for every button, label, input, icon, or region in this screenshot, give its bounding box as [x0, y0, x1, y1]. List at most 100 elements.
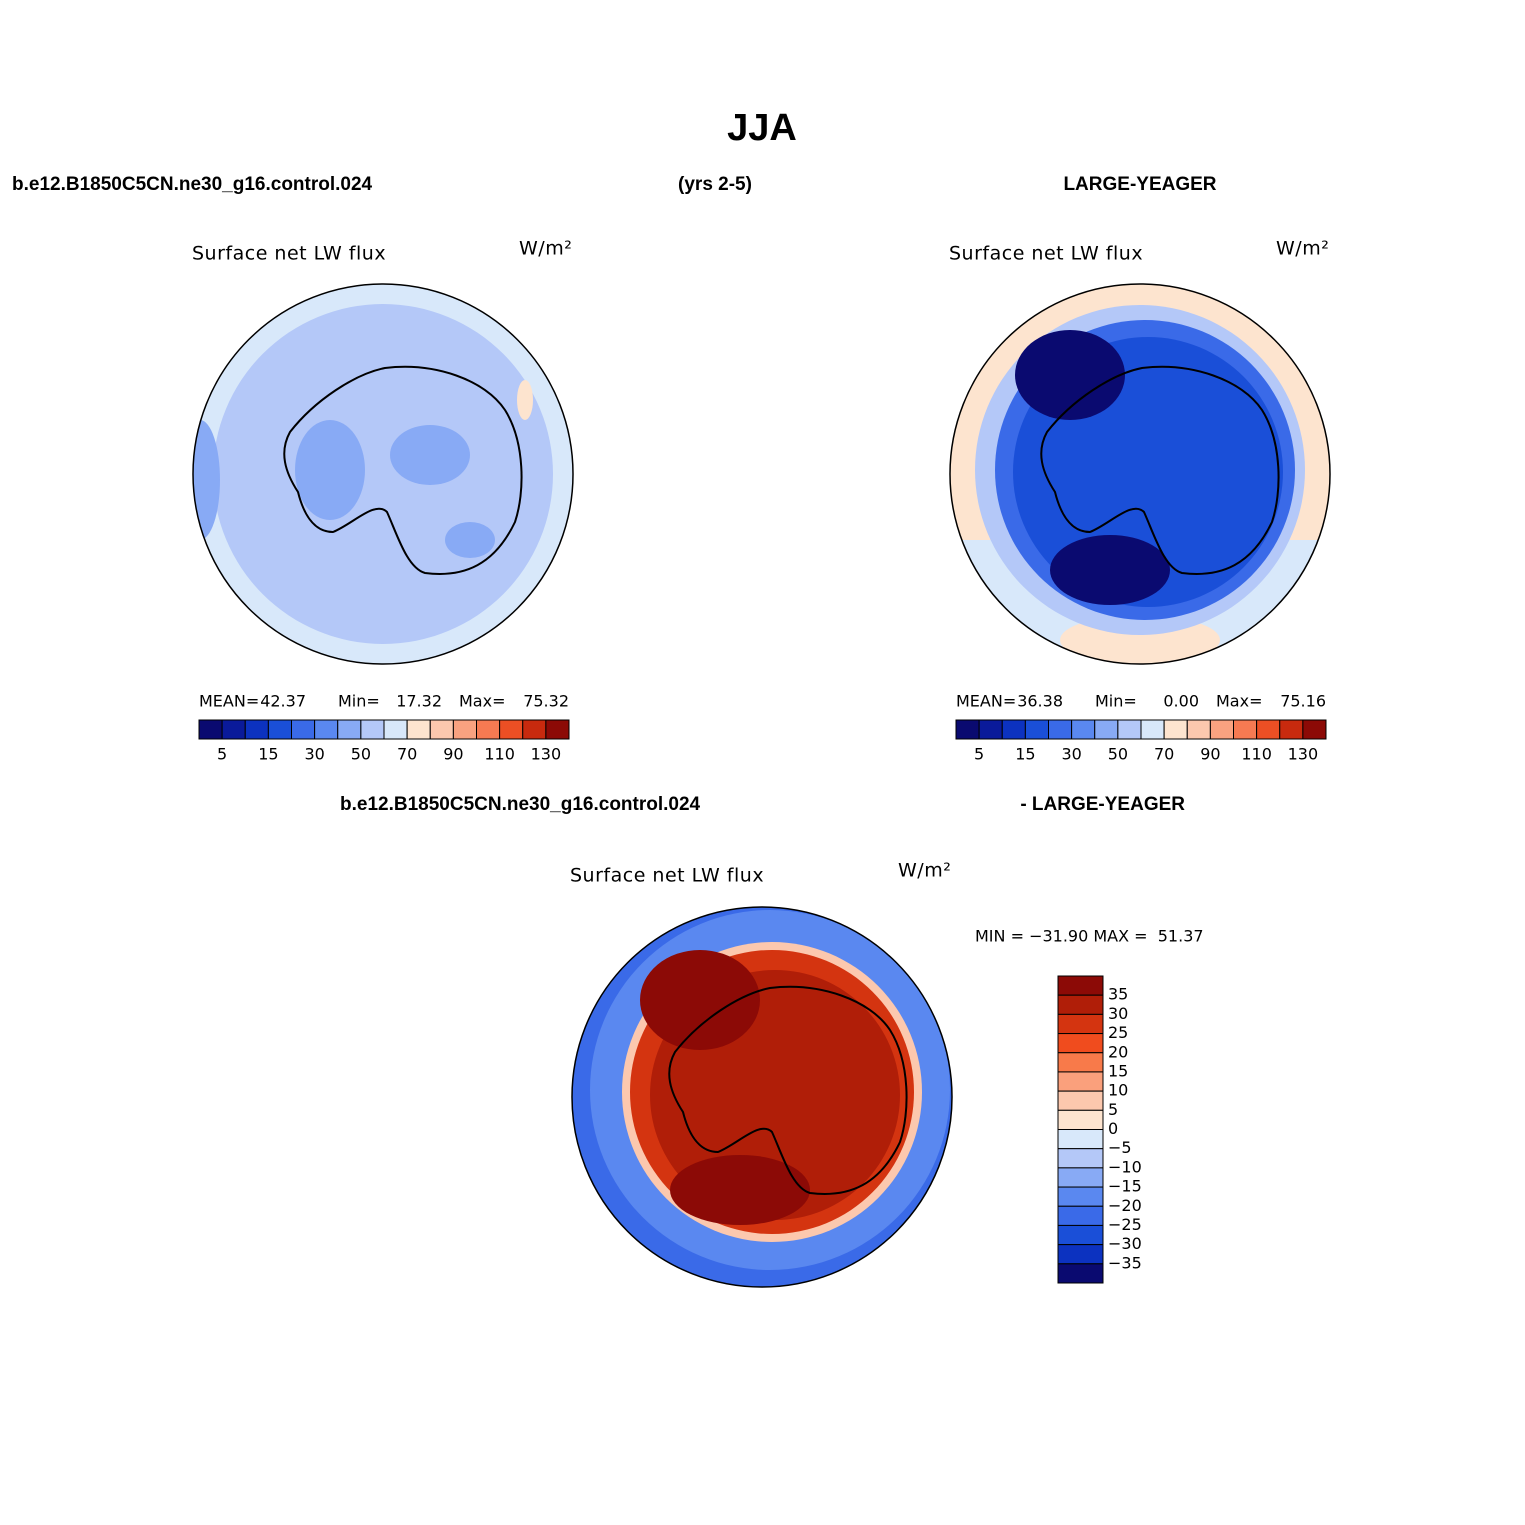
colorbar-box — [1279, 719, 1304, 740]
colorbar-label: 35 — [1108, 985, 1128, 1004]
colorbar-box — [1057, 1090, 1104, 1111]
colorbar-box — [291, 719, 316, 740]
colorbar-label: −5 — [1108, 1138, 1132, 1157]
stat-label: MEAN= — [956, 692, 1016, 711]
colorbar-box — [1140, 719, 1165, 740]
stat-label: Min= — [1095, 692, 1137, 711]
colorbar-box — [522, 719, 547, 740]
colorbar-label: 110 — [1241, 745, 1272, 764]
map-border — [949, 283, 1331, 665]
colorbar-box — [545, 719, 570, 740]
stat-value: 75.16 — [1280, 692, 1326, 711]
colorbar-box — [476, 719, 501, 740]
diff-units: W/m² — [898, 860, 951, 882]
colorbar-box — [1057, 1186, 1104, 1207]
colorbar-label: 15 — [1015, 745, 1035, 764]
colorbar-label: 50 — [1108, 745, 1128, 764]
stat-label: Max= — [459, 692, 505, 711]
diff-minmax: MIN = −31.90 MAX = 51.37 — [975, 927, 1204, 946]
colorbar-box — [499, 719, 524, 740]
colorbar-label: 25 — [1108, 1023, 1128, 1042]
colorbar-box — [1057, 1167, 1104, 1188]
colorbar-label: 70 — [397, 745, 417, 764]
colorbar-box — [244, 719, 269, 740]
colorbar-label: 90 — [1200, 745, 1220, 764]
colorbar-box — [1071, 719, 1096, 740]
colorbar-box — [978, 719, 1003, 740]
diff-left: b.e12.B1850C5CN.ne30_g16.control.024 — [340, 794, 701, 815]
colorbar-box — [337, 719, 362, 740]
colorbar-box — [1057, 994, 1104, 1015]
colorbar-label: 130 — [1288, 745, 1319, 764]
colorbar-box — [1117, 719, 1142, 740]
colorbar-label: 30 — [1108, 1004, 1128, 1023]
colorbar-box — [360, 719, 385, 740]
colorbar-box — [1057, 1224, 1104, 1246]
colorbar-box — [221, 719, 246, 740]
diff-title: Surface net LW flux — [570, 865, 764, 887]
colorbar-label: 110 — [484, 745, 515, 764]
colorbar-label: 30 — [1061, 745, 1081, 764]
panel-title: Surface net LW flux — [192, 243, 386, 265]
colorbar-box — [1057, 1033, 1104, 1054]
colorbar-label: −15 — [1108, 1177, 1142, 1196]
colorbar-box — [1001, 719, 1026, 740]
colorbar-box — [406, 719, 431, 740]
colorbar-label: −20 — [1108, 1196, 1142, 1215]
colorbar-label: 20 — [1108, 1042, 1128, 1061]
colorbar-box — [1048, 719, 1073, 740]
colorbar-box — [1057, 1263, 1104, 1284]
diff-right: - LARGE-YEAGER — [1020, 794, 1185, 815]
colorbar-box — [1233, 719, 1258, 740]
colorbar-box — [1302, 719, 1327, 740]
header-left: b.e12.B1850C5CN.ne30_g16.control.024 — [12, 174, 373, 195]
colorbar-label: −30 — [1108, 1234, 1142, 1253]
colorbar-label: 50 — [351, 745, 371, 764]
colorbar-box — [1057, 1148, 1104, 1169]
colorbar-label: 5 — [974, 745, 984, 764]
colorbar-box — [1094, 719, 1119, 740]
colorbar-label: 15 — [258, 745, 278, 764]
stat-value: 17.32 — [396, 692, 442, 711]
colorbar-label: 30 — [304, 745, 324, 764]
colorbar-label: 130 — [531, 745, 562, 764]
colorbar-label: 5 — [1108, 1100, 1118, 1119]
colorbar-box — [1057, 1109, 1104, 1130]
header-right: LARGE-YEAGER — [1063, 174, 1216, 195]
colorbar-box — [1057, 1013, 1104, 1035]
colorbar-box — [1057, 1205, 1104, 1226]
map-border — [192, 283, 574, 665]
map-border — [571, 906, 953, 1288]
colorbar-box — [314, 719, 339, 740]
colorbar-box — [1057, 1129, 1104, 1150]
colorbar-box — [1256, 719, 1281, 740]
panel-units: W/m² — [1276, 238, 1329, 260]
map-panel-1 — [193, 284, 573, 664]
map-panel-2 — [950, 284, 1330, 664]
header-center: (yrs 2-5) — [678, 174, 752, 195]
colorbar-box — [1024, 719, 1049, 740]
colorbar-label: 15 — [1108, 1061, 1128, 1080]
colorbar-box — [1186, 719, 1211, 740]
colorbar-box — [429, 719, 454, 740]
colorbar-label: 5 — [217, 745, 227, 764]
colorbar-label: 70 — [1154, 745, 1174, 764]
colorbar-label: 10 — [1108, 1081, 1128, 1100]
colorbar-box — [198, 719, 223, 740]
stat-label: Max= — [1216, 692, 1262, 711]
colorbar-box — [1057, 1071, 1104, 1092]
colorbar-box — [1057, 975, 1104, 996]
stat-value: 75.32 — [523, 692, 569, 711]
panel-title: Surface net LW flux — [949, 243, 1143, 265]
colorbar-label: −10 — [1108, 1157, 1142, 1176]
map-difference — [572, 907, 952, 1287]
stat-value: 0.00 — [1163, 692, 1199, 711]
colorbar-box — [955, 719, 980, 740]
stat-label: Min= — [338, 692, 380, 711]
colorbar-label: −35 — [1108, 1253, 1142, 1272]
stat-value: 36.38 — [1017, 692, 1063, 711]
colorbar-box — [1057, 1052, 1104, 1073]
colorbar-label: −25 — [1108, 1215, 1142, 1234]
figure-title: JJA — [727, 107, 797, 149]
